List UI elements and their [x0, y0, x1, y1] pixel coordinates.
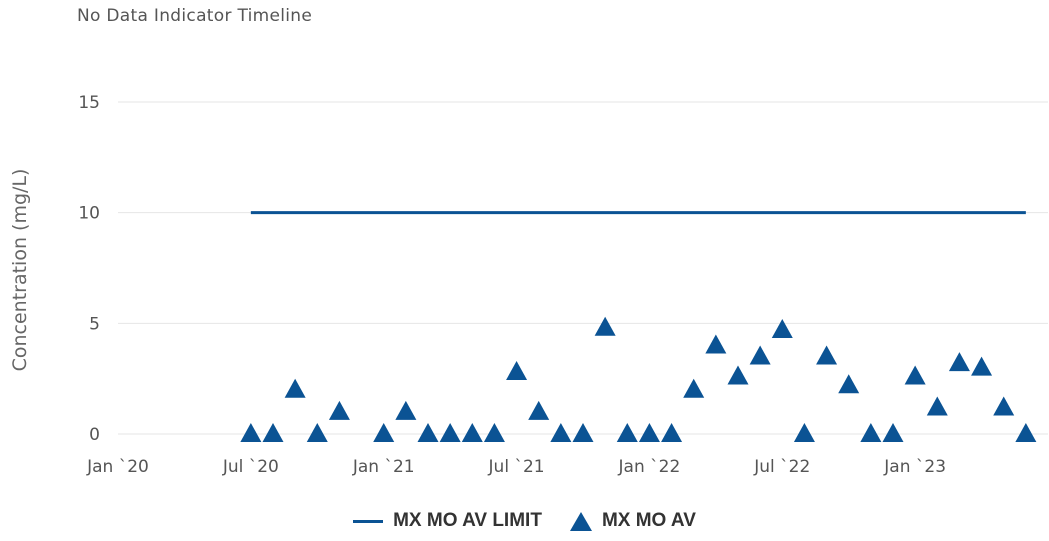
data-point-triangle: [683, 378, 705, 398]
data-point-triangle: [926, 396, 948, 416]
data-point-triangle: [240, 423, 262, 442]
data-point-triangle: [439, 423, 461, 442]
data-point-triangle: [284, 378, 306, 398]
data-point-triangle: [948, 352, 970, 372]
data-point-triangle: [771, 318, 793, 338]
data-point-triangle: [483, 423, 505, 442]
chart-plot: 0 5 10 15 Jan `20 Jul `20 Jan `21 Jul `21 Jan `…: [78, 93, 1048, 477]
x-tick-label: Jul `21: [488, 457, 545, 477]
legend-line-marker: [353, 519, 384, 523]
data-point-triangle: [262, 423, 284, 442]
legend-triangle-marker: [569, 511, 592, 531]
x-tick-label: Jul `22: [753, 457, 810, 477]
legend-item-limit[interactable]: MX MO AV LIMIT: [353, 510, 542, 532]
data-point-triangle: [461, 423, 483, 442]
data-point-triangle: [638, 423, 660, 442]
data-point-triangle: [395, 400, 417, 420]
legend-label-limit: MX MO AV LIMIT: [393, 510, 542, 531]
x-tick-label: Jan `21: [352, 457, 415, 477]
y-tick-label: 0: [89, 425, 100, 445]
data-point-triangle: [904, 365, 926, 385]
chart-title: No Data Indicator Timeline: [77, 6, 313, 26]
data-point-triangle: [417, 423, 439, 442]
data-point-triangle: [727, 365, 749, 385]
data-point-triangle: [749, 345, 771, 365]
data-point-triangle: [793, 423, 815, 442]
data-point-triangle: [528, 400, 550, 420]
data-point-triangle: [572, 423, 594, 442]
x-tick-label: Jan `20: [86, 457, 149, 477]
data-point-triangle: [838, 374, 860, 394]
data-point-triangle: [971, 356, 993, 376]
data-point-triangle: [616, 423, 638, 442]
data-point-triangle: [594, 316, 616, 336]
data-point-triangle: [816, 345, 838, 365]
x-tick-label: Jan `23: [883, 457, 946, 477]
data-point-triangle: [882, 423, 904, 442]
legend-item-av[interactable]: MX MO AV: [569, 510, 696, 532]
data-point-triangle: [550, 423, 572, 442]
x-tick-label: Jul `20: [222, 457, 279, 477]
x-tick-label: Jan `22: [618, 457, 681, 477]
data-point-triangle: [328, 400, 350, 420]
legend-label-av: MX MO AV: [601, 510, 696, 531]
data-point-triangle: [860, 423, 882, 442]
data-point-triangle: [661, 423, 683, 442]
data-point-triangle: [506, 361, 528, 381]
data-point-triangle: [373, 423, 395, 442]
data-point-triangle: [993, 396, 1015, 416]
legend: MX MO AV LIMIT MX MO AV: [0, 510, 1049, 532]
y-tick-label: 10: [78, 204, 100, 224]
data-point-triangle: [705, 334, 727, 354]
y-tick-label: 5: [89, 314, 100, 334]
data-point-triangle: [1015, 423, 1037, 442]
y-tick-label: 15: [78, 93, 100, 113]
data-point-triangle: [306, 423, 328, 442]
